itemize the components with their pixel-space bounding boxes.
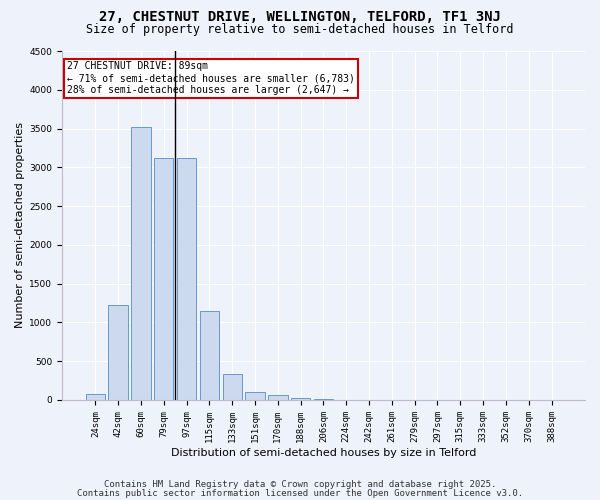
Text: 27 CHESTNUT DRIVE: 89sqm
← 71% of semi-detached houses are smaller (6,783)
28% o: 27 CHESTNUT DRIVE: 89sqm ← 71% of semi-d… xyxy=(67,62,355,94)
Bar xyxy=(245,392,265,400)
Bar xyxy=(86,394,105,400)
Bar xyxy=(200,311,219,400)
Bar xyxy=(291,398,310,400)
Bar xyxy=(268,395,287,400)
Bar xyxy=(154,158,173,400)
Text: Size of property relative to semi-detached houses in Telford: Size of property relative to semi-detach… xyxy=(86,22,514,36)
Bar xyxy=(131,127,151,400)
Bar xyxy=(109,306,128,400)
Bar xyxy=(223,374,242,400)
Text: 27, CHESTNUT DRIVE, WELLINGTON, TELFORD, TF1 3NJ: 27, CHESTNUT DRIVE, WELLINGTON, TELFORD,… xyxy=(99,10,501,24)
Bar xyxy=(177,158,196,400)
Text: Contains HM Land Registry data © Crown copyright and database right 2025.: Contains HM Land Registry data © Crown c… xyxy=(104,480,496,489)
Y-axis label: Number of semi-detached properties: Number of semi-detached properties xyxy=(15,122,25,328)
Text: Contains public sector information licensed under the Open Government Licence v3: Contains public sector information licen… xyxy=(77,488,523,498)
Bar xyxy=(314,399,333,400)
X-axis label: Distribution of semi-detached houses by size in Telford: Distribution of semi-detached houses by … xyxy=(171,448,476,458)
